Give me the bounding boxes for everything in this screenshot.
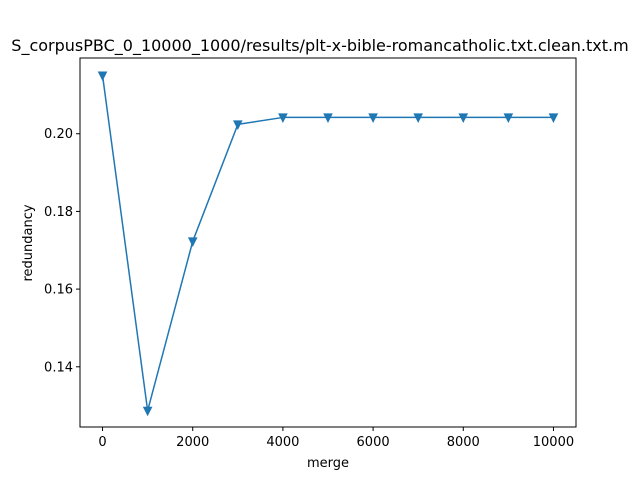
axes-frame: [79, 57, 577, 428]
chart-title: S_corpusPBC_0_10000_1000/results/plt-x-b…: [11, 36, 628, 56]
x-tick-label: 8000: [447, 435, 480, 450]
data-point: [187, 237, 198, 247]
x-axis-label: merge: [307, 456, 349, 471]
y-axis: 0.14 0.16 0.18 0.20: [44, 127, 80, 375]
x-tick-label: 4000: [266, 435, 299, 450]
data-point: [323, 113, 333, 124]
x-axis: 0 2000 4000 6000 8000 10000: [98, 427, 574, 450]
x-tick-label: 0: [98, 435, 106, 450]
y-tick-label: 0.14: [44, 360, 73, 375]
data-point: [548, 113, 559, 124]
data-point: [142, 406, 153, 417]
y-tick-label: 0.20: [44, 127, 73, 142]
data-point: [278, 113, 288, 124]
plot-area: [79, 57, 577, 428]
y-axis-label: redundancy: [21, 204, 36, 281]
data-point: [413, 113, 423, 124]
series-layer: [97, 71, 559, 417]
y-tick-label: 0.18: [44, 205, 73, 220]
x-tick-label: 6000: [357, 435, 390, 450]
y-tick-label: 0.16: [44, 283, 73, 298]
data-point: [458, 113, 469, 124]
x-tick-label: 2000: [176, 435, 209, 450]
x-tick-label: 10000: [533, 435, 574, 450]
data-point: [97, 71, 108, 82]
data-point: [233, 120, 243, 131]
data-point: [503, 113, 514, 124]
data-point: [368, 113, 378, 124]
